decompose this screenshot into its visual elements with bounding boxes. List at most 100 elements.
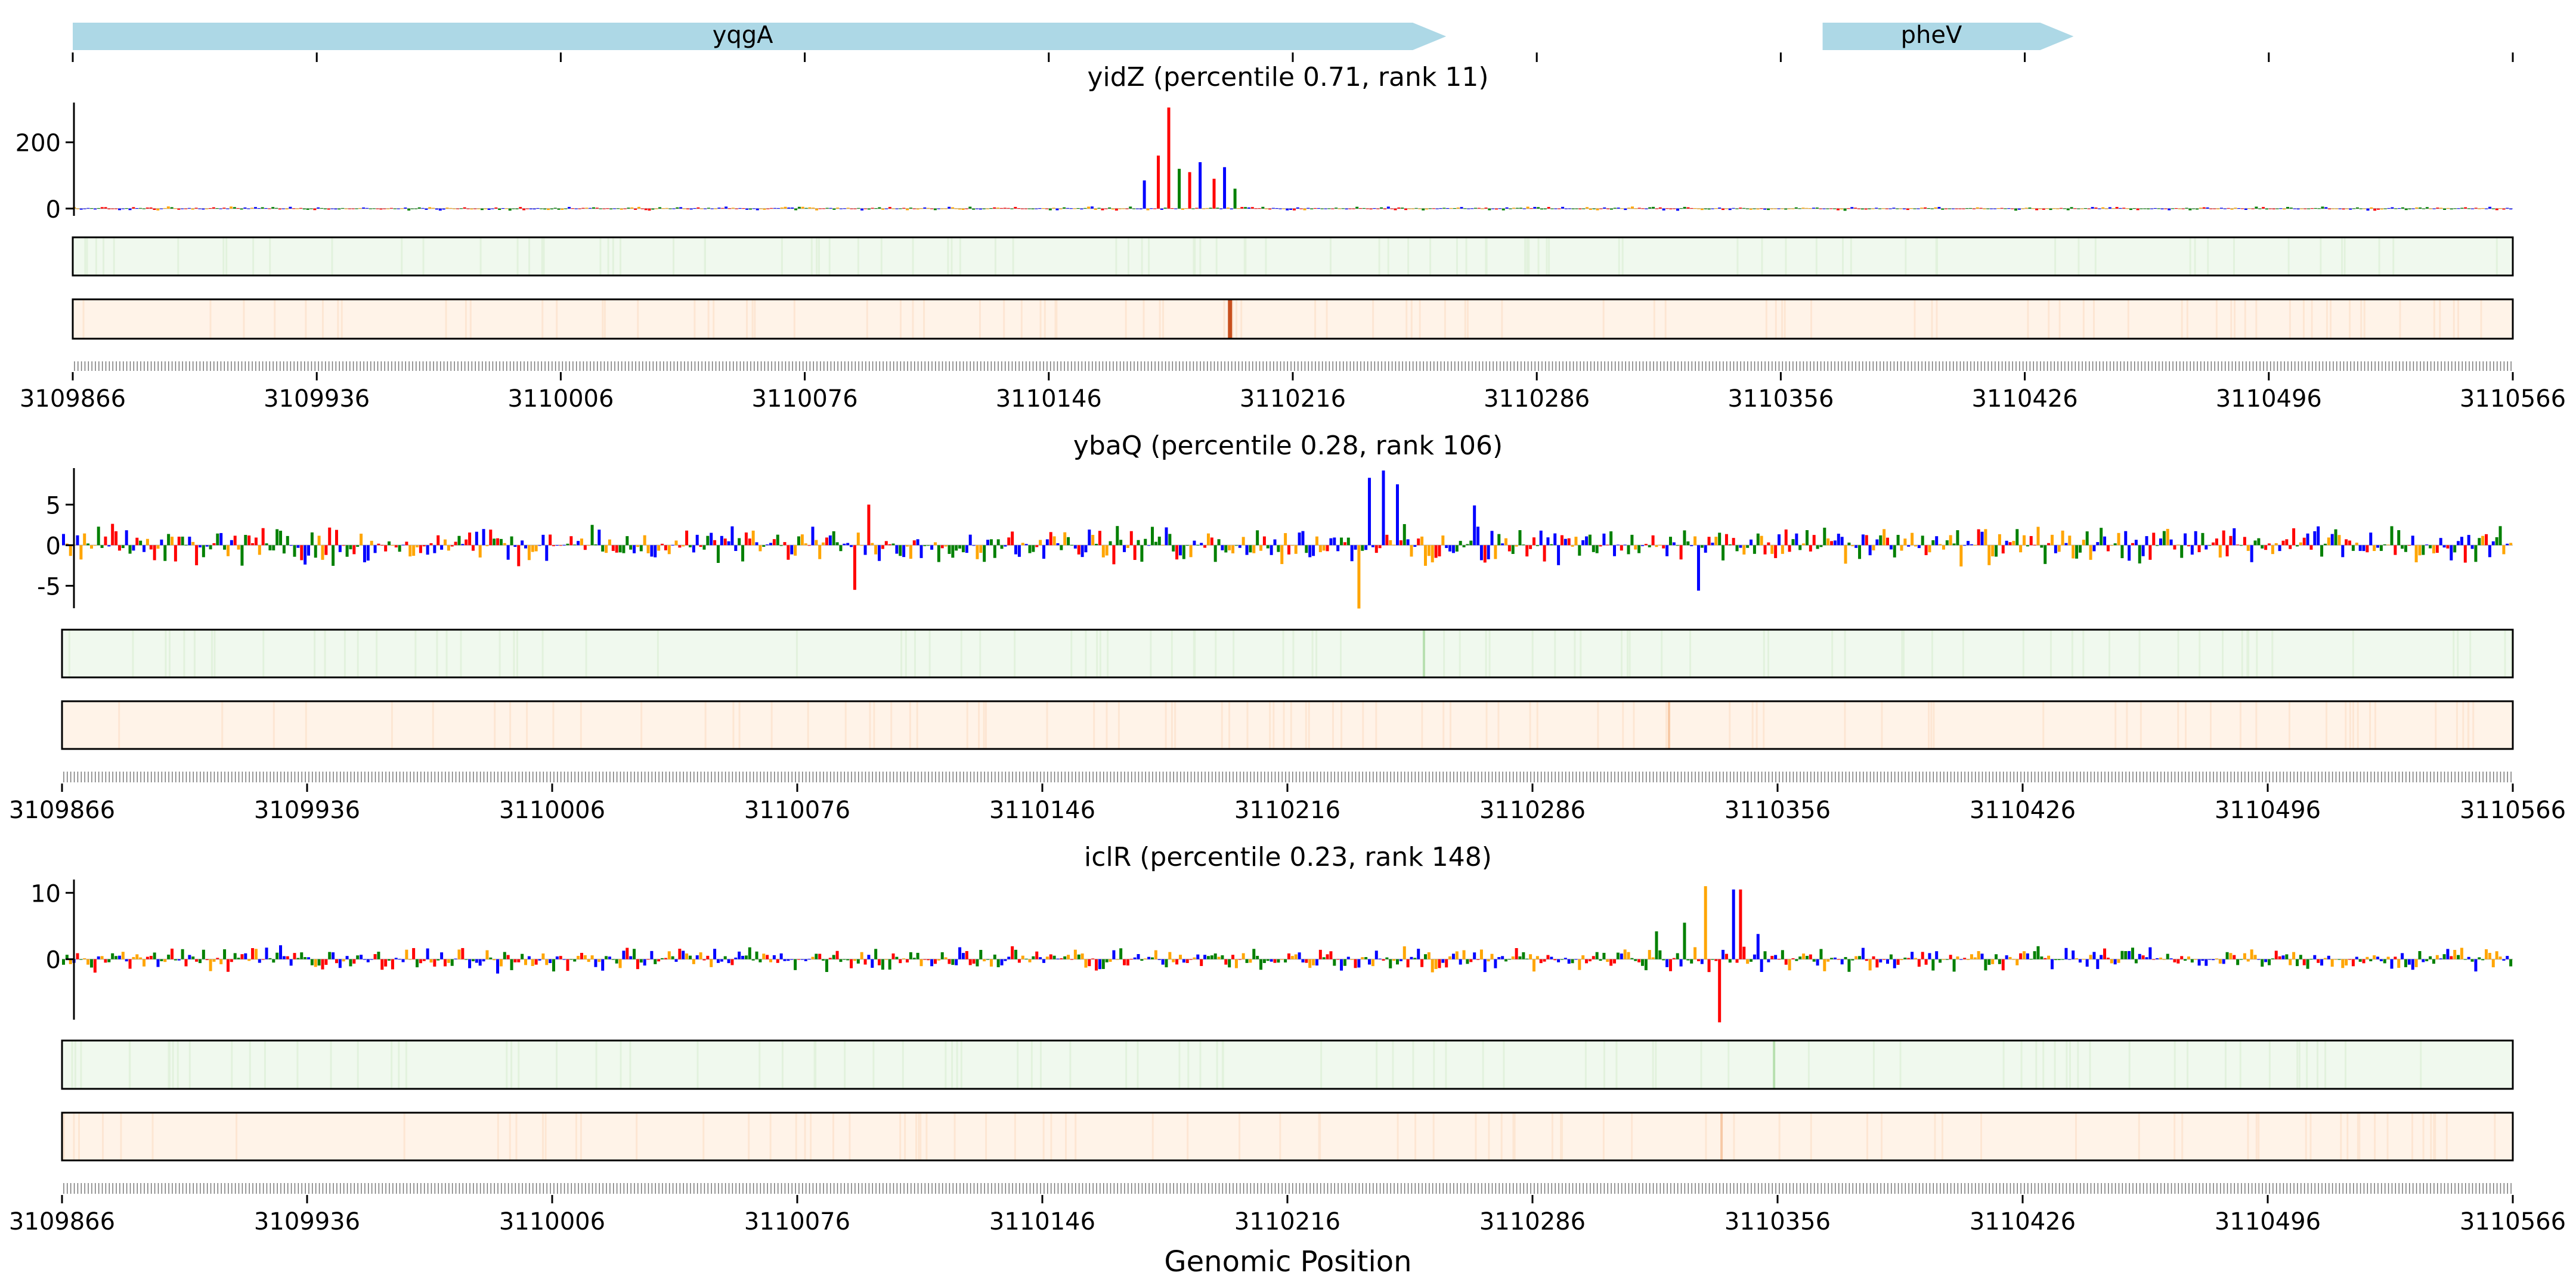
attribution-bar <box>1707 959 1711 973</box>
attribution-bar <box>983 959 986 962</box>
attribution-bar <box>1448 956 1452 959</box>
attribution-bar <box>2313 955 2317 959</box>
attribution-bar <box>405 949 408 959</box>
attribution-bar <box>1843 208 1847 211</box>
attribution-bar <box>1837 959 1840 960</box>
attribution-bar <box>1550 544 1553 546</box>
attribution-bar <box>846 543 850 546</box>
attribution-bar <box>1088 959 1091 967</box>
attribution-bar <box>1266 959 1270 961</box>
attribution-bar <box>1147 956 1151 959</box>
attribution-bar <box>471 959 475 961</box>
attribution-bar <box>1028 545 1032 553</box>
attribution-bar <box>2345 539 2348 546</box>
attribution-bar <box>888 207 891 209</box>
attribution-bar <box>1151 527 1154 546</box>
attribution-bar <box>1722 545 1725 561</box>
attribution-bar <box>1911 532 1914 546</box>
x-tick-label: 3110006 <box>499 1208 605 1236</box>
attribution-bar <box>1404 208 1408 210</box>
attribution-bar <box>1627 545 1630 555</box>
attribution-bar <box>948 206 951 209</box>
attribution-bar <box>1333 959 1336 966</box>
attribution-bar <box>906 545 909 547</box>
attribution-bar <box>2176 959 2180 964</box>
attribution-bar <box>76 535 79 546</box>
attribution-bar <box>1518 956 1522 959</box>
attribution-bar <box>884 959 888 960</box>
x-tick-label: 3110426 <box>1970 797 2076 824</box>
attribution-bar <box>1700 208 1704 210</box>
attribution-bar <box>891 953 895 959</box>
attribution-bar <box>1116 959 1119 960</box>
attribution-bar <box>286 535 289 546</box>
attribution-bar <box>951 207 955 209</box>
attribution-bar <box>90 208 94 209</box>
attribution-bar <box>1881 208 1885 209</box>
attribution-bar <box>965 950 968 959</box>
attribution-bar <box>1286 208 1289 210</box>
attribution-bar <box>2390 526 2394 546</box>
attribution-bar <box>634 208 637 210</box>
attribution-bar <box>1184 208 1188 209</box>
attribution-bar <box>139 957 143 959</box>
attribution-bar <box>608 956 611 959</box>
attribution-bar <box>1469 540 1473 546</box>
attribution-bar <box>321 545 324 560</box>
attribution-bar <box>1788 545 1791 552</box>
attribution-bar <box>475 959 478 963</box>
attribution-bar <box>867 955 871 959</box>
attribution-bar <box>1004 545 1007 547</box>
attribution-bar <box>2057 959 2061 961</box>
attribution-bar <box>1693 947 1697 959</box>
attribution-bar <box>2257 538 2261 546</box>
attribution-bar <box>794 959 797 970</box>
attribution-bar <box>356 545 360 547</box>
attribution-bar <box>797 536 800 546</box>
attribution-bar <box>1735 545 1739 552</box>
attribution-bar <box>1084 959 1088 968</box>
attribution-bar <box>508 208 512 211</box>
panel-title: ybaQ (percentile 0.28, rank 106) <box>1073 431 1503 461</box>
attribution-bar <box>2474 959 2478 972</box>
attribution-bars <box>62 886 2513 1023</box>
attribution-bar <box>510 536 513 546</box>
attribution-bar <box>1795 533 1798 546</box>
attribution-bar <box>779 545 783 546</box>
attribution-bar <box>1063 532 1067 546</box>
attribution-bar <box>1301 531 1305 546</box>
attribution-bar <box>2075 958 2079 959</box>
attribution-bar <box>1217 956 1221 959</box>
x-tick-label: 3109936 <box>254 797 360 824</box>
attribution-bar <box>1515 948 1518 959</box>
attribution-bar <box>996 959 1000 968</box>
attribution-bar <box>1450 208 1453 209</box>
attribution-bar <box>1553 959 1557 961</box>
attribution-bar <box>459 208 463 209</box>
attribution-bar <box>1123 545 1126 552</box>
attribution-bar <box>299 208 302 209</box>
green-heat-track <box>61 1039 2514 1090</box>
attribution-bar <box>1137 540 1140 546</box>
attribution-bar <box>665 208 668 209</box>
attribution-bar <box>2190 959 2194 963</box>
x-tick-label: 3109936 <box>264 385 370 413</box>
attribution-bar <box>1014 207 1017 209</box>
attribution-bar <box>1410 545 1413 557</box>
panel-title: yidZ (percentile 0.71, rank 11) <box>1087 62 1488 92</box>
attribution-bar <box>727 959 730 964</box>
attribution-bar <box>2257 959 2261 960</box>
attribution-bar <box>1987 545 1991 565</box>
attribution-bar <box>2001 545 2005 554</box>
attribution-bar <box>1245 545 1249 555</box>
attribution-bar <box>2463 545 2467 563</box>
attribution-bar <box>2355 207 2359 209</box>
attribution-bar <box>2369 532 2373 546</box>
attribution-bar <box>198 545 202 547</box>
attribution-bar <box>519 207 522 209</box>
attribution-bar <box>2017 208 2021 210</box>
attribution-bar <box>1473 505 1476 546</box>
attribution-bar <box>1690 545 1693 546</box>
attribution-bar <box>891 543 895 546</box>
attribution-bar <box>2148 545 2152 560</box>
